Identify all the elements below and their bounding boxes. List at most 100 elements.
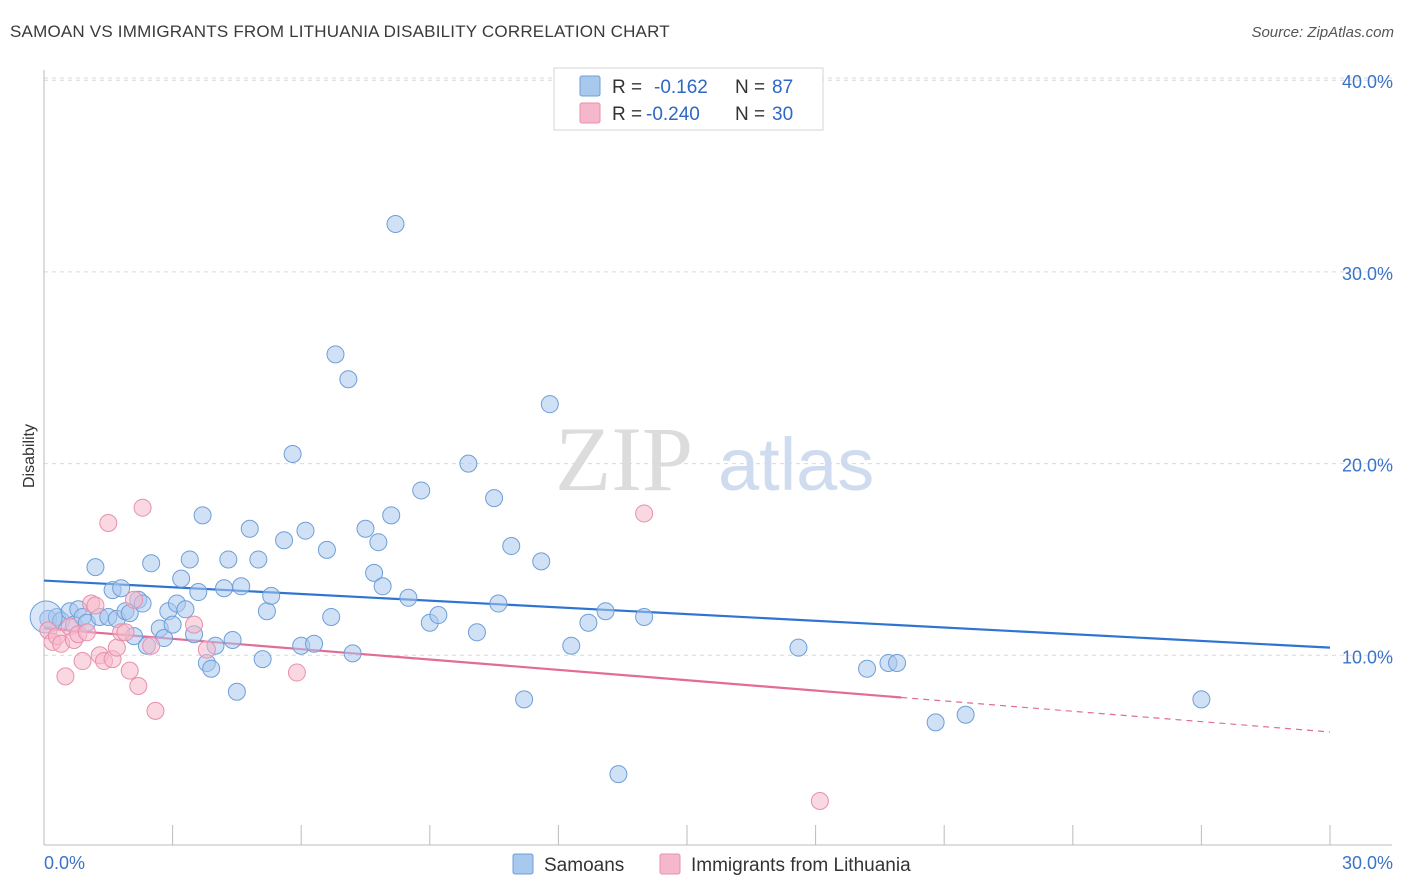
x-tick-label-30: 30.0% — [1342, 853, 1393, 873]
lithuania-point-28 — [635, 504, 654, 523]
samoans-point-52 — [326, 345, 345, 364]
watermark-atlas: atlas — [718, 423, 874, 506]
grid-lines — [44, 77, 1392, 656]
legend-r-label-1: R = — [612, 77, 642, 98]
samoans-point-27 — [176, 600, 195, 619]
lithuania-point-25 — [185, 615, 204, 634]
lithuania-point-26 — [197, 640, 216, 659]
samoans-point-30 — [189, 583, 208, 602]
samoans-point-33 — [202, 659, 221, 678]
samoans-point-31 — [193, 506, 212, 525]
axes — [43, 70, 1392, 846]
samoans-point-53 — [339, 370, 358, 389]
samoans-point-28 — [180, 550, 199, 569]
samoans-point-49 — [305, 634, 324, 653]
samoans-point-39 — [232, 577, 251, 596]
legend-r-value-2: -0.240 — [646, 104, 700, 125]
lithuania-point-29 — [810, 791, 829, 810]
samoans-point-83 — [956, 705, 975, 724]
legend-swatch-samoans — [579, 75, 601, 97]
lithuania-point-23 — [142, 636, 161, 655]
samoans-point-76 — [609, 765, 628, 784]
y-tick-label-30: 30.0% — [1342, 264, 1393, 284]
y-tick-label-40: 40.0% — [1342, 72, 1393, 92]
samoans-point-73 — [562, 636, 581, 655]
samoans-point-37 — [223, 630, 242, 649]
samoans-point-24 — [163, 615, 182, 634]
samoans-point-55 — [356, 519, 375, 538]
samoans-point-44 — [262, 586, 281, 605]
samoans-point-75 — [596, 602, 615, 621]
samoans-point-57 — [369, 533, 388, 552]
samoans-point-36 — [219, 550, 238, 569]
samoans-point-38 — [227, 682, 246, 701]
samoans-point-13 — [112, 579, 131, 598]
samoans-point-8 — [86, 558, 105, 577]
samoans-point-54 — [343, 644, 362, 663]
samoans-point-77 — [635, 607, 654, 626]
samoans-point-56 — [365, 563, 384, 582]
bottom-legend-swatch-samoans — [512, 853, 534, 875]
samoans-point-69 — [502, 537, 521, 556]
legend-swatch-lithuania — [579, 102, 601, 124]
samoans-point-67 — [485, 489, 504, 508]
legend-bottom: Samoans Immigrants from Lithuania — [512, 853, 911, 876]
samoans-point-41 — [249, 550, 268, 569]
bottom-legend-lithuania: Immigrants from Lithuania — [691, 855, 911, 876]
lithuania-point-20 — [125, 590, 144, 609]
samoans-trend-line — [43, 579, 1331, 649]
chart-title: SAMOAN VS IMMIGRANTS FROM LITHUANIA DISA… — [10, 22, 670, 41]
samoans-point-74 — [579, 613, 598, 632]
lithuania-point-24 — [146, 701, 165, 720]
samoans-point-62 — [412, 481, 431, 500]
x-tick-label-0: 0.0% — [44, 853, 85, 873]
y-tick-label-20: 20.0% — [1342, 456, 1393, 476]
samoans-point-50 — [317, 540, 336, 559]
source-label: Source: ZipAtlas.com — [1251, 24, 1394, 41]
samoans-point-59 — [382, 506, 401, 525]
samoans-point-71 — [532, 552, 551, 571]
legend-top: R = -0.162 N = 87 R = -0.240 N = 30 — [553, 67, 824, 131]
samoans-point-51 — [322, 607, 341, 626]
lithuania-point-22 — [133, 498, 152, 517]
lithuania-point-16 — [107, 638, 126, 657]
lithuania-point-8 — [73, 652, 92, 671]
legend-r-label-2: R = — [612, 104, 642, 125]
samoans-point-61 — [399, 588, 418, 607]
samoans-point-84 — [1192, 690, 1211, 709]
samoans-point-79 — [858, 659, 877, 678]
samoans-point-60 — [386, 214, 405, 233]
legend-n-value-1: 87 — [772, 77, 793, 98]
samoans-point-72 — [540, 395, 559, 414]
y-axis-label: Disability — [21, 424, 38, 488]
lithuania-point-4 — [56, 667, 75, 686]
legend-n-label-1: N = — [735, 77, 765, 98]
samoans-point-43 — [257, 602, 276, 621]
bottom-legend-samoans: Samoans — [544, 855, 624, 876]
lithuania-point-21 — [129, 676, 148, 695]
samoans-point-45 — [275, 531, 294, 550]
lithuania-point-19 — [120, 661, 139, 680]
samoans-point-65 — [459, 454, 478, 473]
samoans-point-26 — [172, 569, 191, 588]
watermark-zip: ZIP — [555, 408, 693, 510]
lithuania-point-27 — [287, 663, 306, 682]
data-points — [29, 214, 1211, 810]
samoans-point-70 — [515, 690, 534, 709]
legend-n-label-2: N = — [735, 104, 765, 125]
lithuania-trend-line — [43, 627, 902, 699]
samoans-point-66 — [467, 623, 486, 642]
legend-n-value-2: 30 — [772, 104, 793, 125]
tick-labels: 10.0% 20.0% 30.0% 40.0% 0.0% 30.0% — [44, 72, 1393, 873]
samoans-point-82 — [926, 713, 945, 732]
samoans-point-35 — [215, 579, 234, 598]
samoans-point-81 — [888, 653, 907, 672]
samoans-point-46 — [283, 445, 302, 464]
lithuania-point-9 — [77, 623, 96, 642]
samoans-point-42 — [253, 650, 272, 669]
legend-r-value-1: -0.162 — [654, 77, 708, 98]
lithuania-point-18 — [116, 623, 135, 642]
trend-lines — [43, 579, 1331, 733]
samoans-point-58 — [373, 577, 392, 596]
